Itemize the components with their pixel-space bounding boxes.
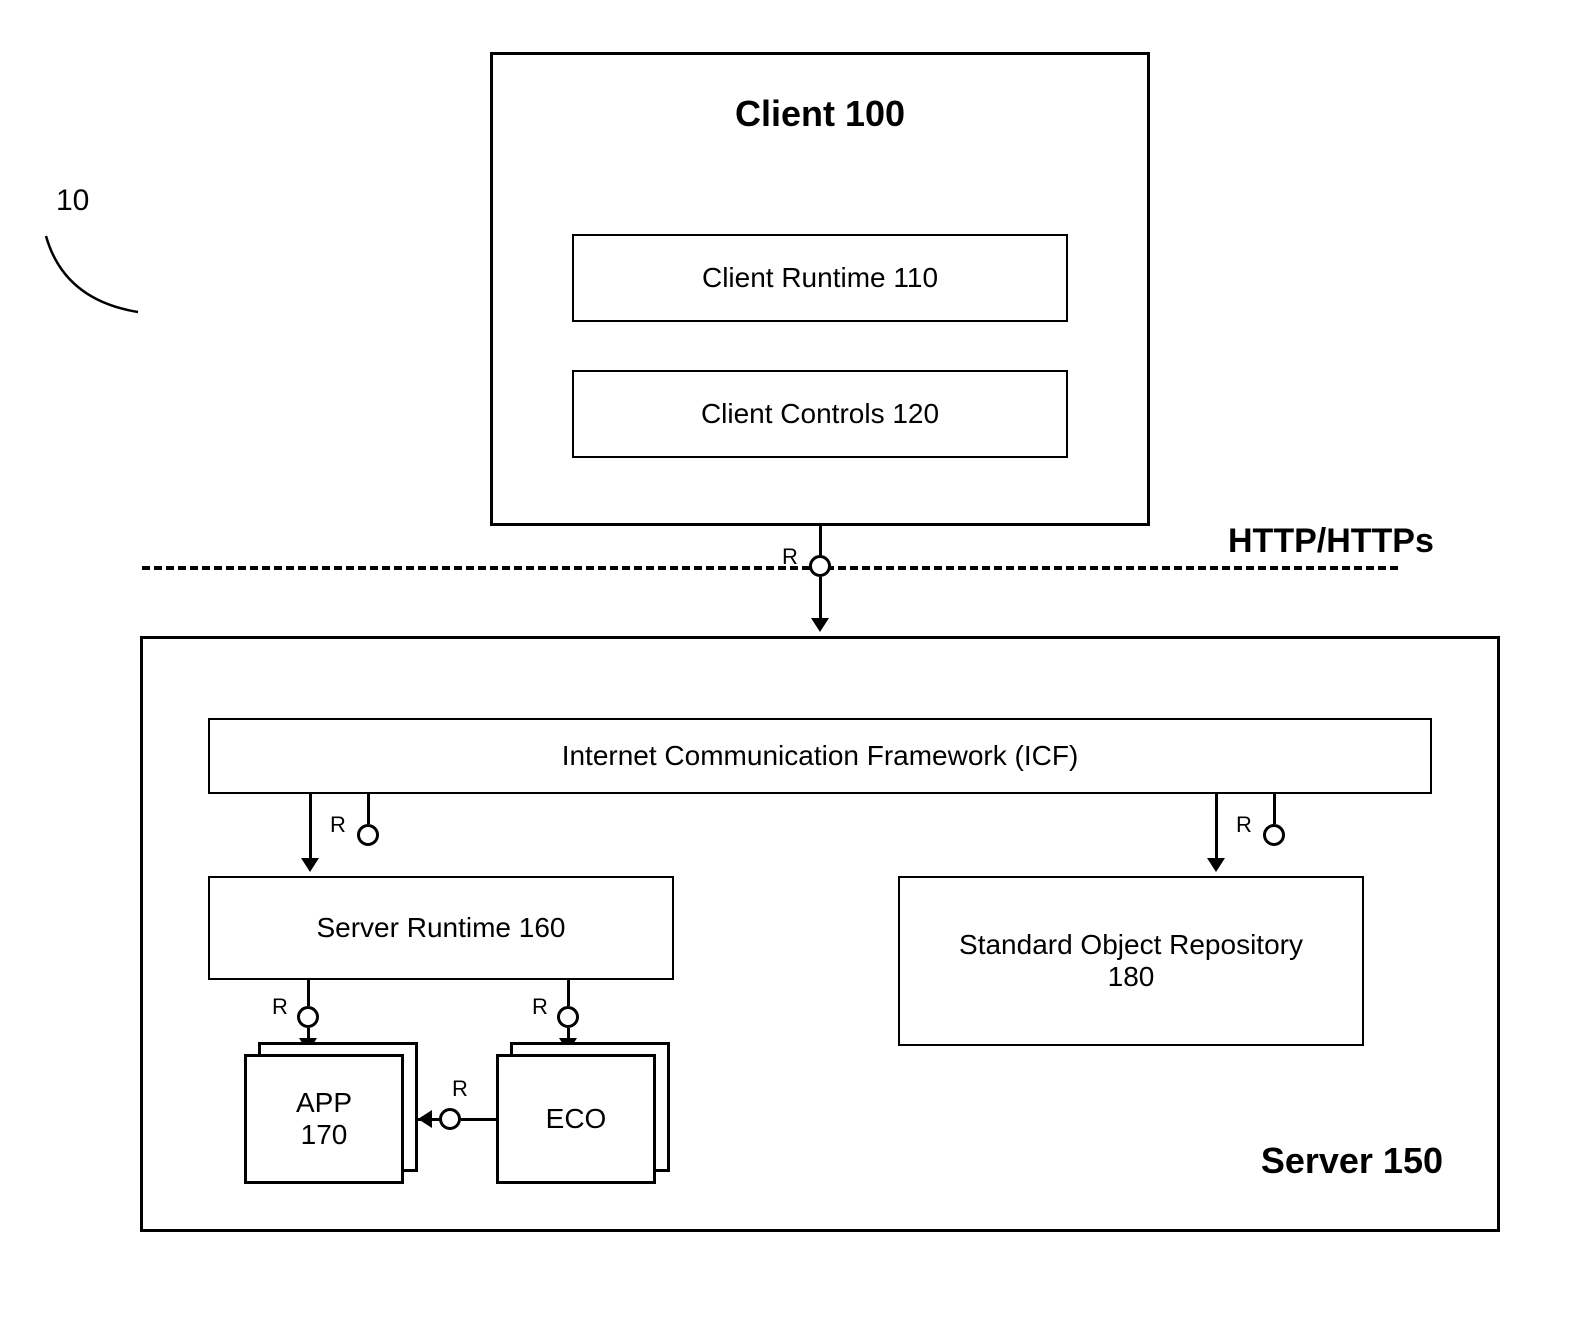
conn-eco-app-stem1 xyxy=(461,1118,496,1121)
http-divider xyxy=(142,566,1398,570)
conn-eco-app-lollipop xyxy=(439,1108,461,1130)
figure-callout-arc xyxy=(38,236,158,326)
architecture-diagram: 10 Client 100 Client Runtime 110 Client … xyxy=(0,0,1580,1334)
conn-runtime-eco-stem1 xyxy=(567,980,570,1006)
client-controls-box: Client Controls 120 xyxy=(572,370,1068,458)
icf-label: Internet Communication Framework (ICF) xyxy=(562,740,1079,772)
conn-icf-runtime-stem1 xyxy=(367,794,370,824)
figure-number: 10 xyxy=(56,184,89,218)
client-runtime-box: Client Runtime 110 xyxy=(572,234,1068,322)
conn-icf-runtime-lollipop xyxy=(357,824,379,846)
conn-icf-repo-stem2 xyxy=(1215,794,1218,860)
conn-client-server-r: R xyxy=(782,544,798,570)
conn-runtime-eco-r: R xyxy=(532,994,548,1020)
object-repo-label: Standard Object Repository 180 xyxy=(959,929,1303,993)
conn-runtime-app-lollipop xyxy=(297,1006,319,1028)
conn-client-server-stem1 xyxy=(819,526,822,556)
conn-runtime-eco-lollipop xyxy=(557,1006,579,1028)
conn-client-server-lollipop xyxy=(809,555,831,577)
client-runtime-label: Client Runtime 110 xyxy=(702,262,938,294)
server-runtime-box: Server Runtime 160 xyxy=(208,876,674,980)
conn-icf-runtime-r: R xyxy=(330,812,346,838)
conn-runtime-app-stem1 xyxy=(307,980,310,1006)
conn-runtime-app-r: R xyxy=(272,994,288,1020)
server-runtime-label: Server Runtime 160 xyxy=(316,912,565,944)
app-label: APP 170 xyxy=(296,1087,352,1151)
conn-icf-runtime-arrow xyxy=(301,858,319,872)
eco-label: ECO xyxy=(546,1103,607,1135)
conn-eco-app-arrow xyxy=(418,1110,432,1128)
icf-box: Internet Communication Framework (ICF) xyxy=(208,718,1432,794)
conn-icf-repo-arrow xyxy=(1207,858,1225,872)
conn-eco-app-r: R xyxy=(452,1076,468,1102)
object-repo-box: Standard Object Repository 180 xyxy=(898,876,1364,1046)
eco-box: ECO xyxy=(496,1054,656,1184)
client-title: Client 100 xyxy=(493,91,1147,136)
client-controls-label: Client Controls 120 xyxy=(701,398,939,430)
conn-icf-repo-lollipop xyxy=(1263,824,1285,846)
http-divider-label: HTTP/HTTPs xyxy=(1228,522,1434,561)
conn-client-server-arrow xyxy=(811,618,829,632)
app-box: APP 170 xyxy=(244,1054,404,1184)
conn-icf-runtime-stem2 xyxy=(309,794,312,860)
conn-icf-repo-stem1 xyxy=(1273,794,1276,824)
conn-client-server-stem2 xyxy=(819,577,822,621)
conn-icf-repo-r: R xyxy=(1236,812,1252,838)
server-title: Server 150 xyxy=(1261,1138,1443,1183)
